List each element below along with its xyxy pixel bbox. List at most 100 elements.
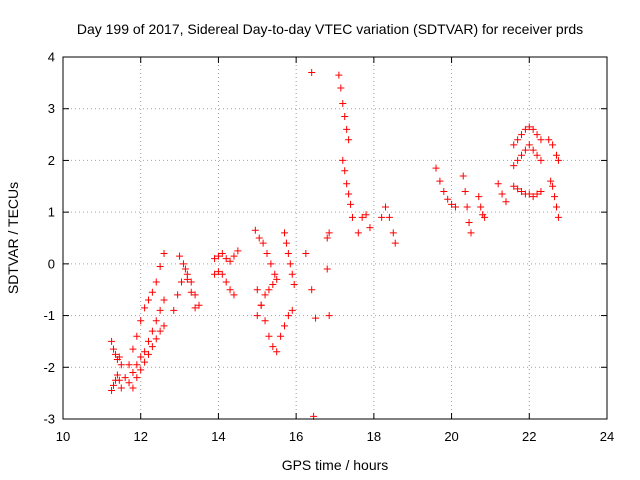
series-arc17 [323, 229, 333, 320]
data-point [339, 100, 347, 108]
series-arc1 [108, 337, 125, 369]
y-tick-label: 3 [48, 101, 55, 116]
x-tick-label: 24 [600, 429, 614, 444]
series-arc5 [129, 322, 168, 392]
data-point [389, 229, 397, 237]
data-point [129, 368, 137, 376]
x-tick-label: 16 [289, 429, 303, 444]
y-tick-label: 2 [48, 153, 55, 168]
series-arc20 [339, 156, 356, 221]
data-point [179, 260, 187, 268]
data-point [533, 131, 541, 139]
data-point [178, 278, 186, 286]
data-point [537, 156, 545, 164]
data-point [339, 156, 347, 164]
data-point [521, 125, 529, 133]
data-point [129, 345, 137, 353]
data-point [115, 376, 123, 384]
series-arc9 [211, 247, 242, 265]
data-point [341, 167, 349, 175]
series-arc26 [494, 180, 510, 206]
data-point [362, 211, 370, 219]
data-point [481, 213, 489, 221]
data-point [284, 250, 292, 258]
data-point [222, 255, 230, 263]
data-point [234, 247, 242, 255]
data-point [170, 306, 178, 314]
x-tick-label: 10 [56, 429, 70, 444]
data-point [552, 203, 560, 211]
data-point [148, 327, 156, 335]
data-point [518, 151, 526, 159]
data-point [341, 112, 349, 120]
y-tick-label: 0 [48, 256, 55, 271]
data-point [108, 387, 116, 395]
data-point [218, 250, 226, 258]
series-arc27 [510, 123, 545, 149]
data-point [436, 177, 444, 185]
series-arc24 [459, 172, 475, 237]
data-point [144, 337, 152, 345]
series-arc13 [253, 275, 281, 320]
data-point [148, 343, 156, 351]
data-point [288, 306, 296, 314]
data-point [156, 262, 164, 270]
data-point [117, 361, 125, 369]
data-point [144, 296, 152, 304]
data-point [129, 384, 137, 392]
series-arc14 [280, 229, 298, 289]
data-point [475, 193, 483, 201]
data-point [152, 278, 160, 286]
series-arc11 [251, 226, 279, 278]
data-point [121, 374, 129, 382]
data-point [282, 239, 290, 247]
data-point [269, 281, 277, 289]
data-point [308, 69, 316, 77]
x-tick-label: 14 [211, 429, 225, 444]
data-point [308, 286, 316, 294]
data-point [187, 278, 195, 286]
data-point [467, 229, 475, 237]
data-point [525, 190, 533, 198]
data-point [191, 291, 199, 299]
data-point [343, 125, 351, 133]
data-point [343, 180, 351, 188]
data-point [133, 361, 141, 369]
data-point [280, 322, 288, 330]
data-point [337, 84, 345, 92]
data-point [273, 275, 281, 283]
data-point [521, 146, 529, 154]
series-arc31 [547, 177, 562, 221]
data-point [152, 335, 160, 343]
data-point [463, 203, 471, 211]
data-point [533, 190, 541, 198]
data-point [510, 162, 518, 170]
data-point [549, 141, 557, 149]
data-point [148, 288, 156, 296]
data-point [514, 136, 522, 144]
x-tick-label: 18 [367, 429, 381, 444]
series-arc22 [378, 203, 399, 247]
data-point [111, 350, 119, 358]
data-point [141, 358, 149, 366]
data-point [125, 379, 133, 387]
data-point [277, 332, 285, 340]
series-arc10 [211, 268, 238, 299]
data-point [230, 252, 238, 260]
x-tick-label: 20 [444, 429, 458, 444]
series-arc2 [108, 371, 125, 395]
data-point [141, 348, 149, 356]
data-point [110, 345, 118, 353]
data-point [271, 270, 279, 278]
data-point [280, 229, 288, 237]
data-point [108, 337, 116, 345]
data-point [286, 260, 294, 268]
data-point [529, 146, 537, 154]
data-point [554, 213, 562, 221]
data-point [265, 332, 273, 340]
data-point [323, 265, 331, 273]
data-point [385, 213, 393, 221]
data-point [263, 250, 271, 258]
data-point [115, 353, 123, 361]
